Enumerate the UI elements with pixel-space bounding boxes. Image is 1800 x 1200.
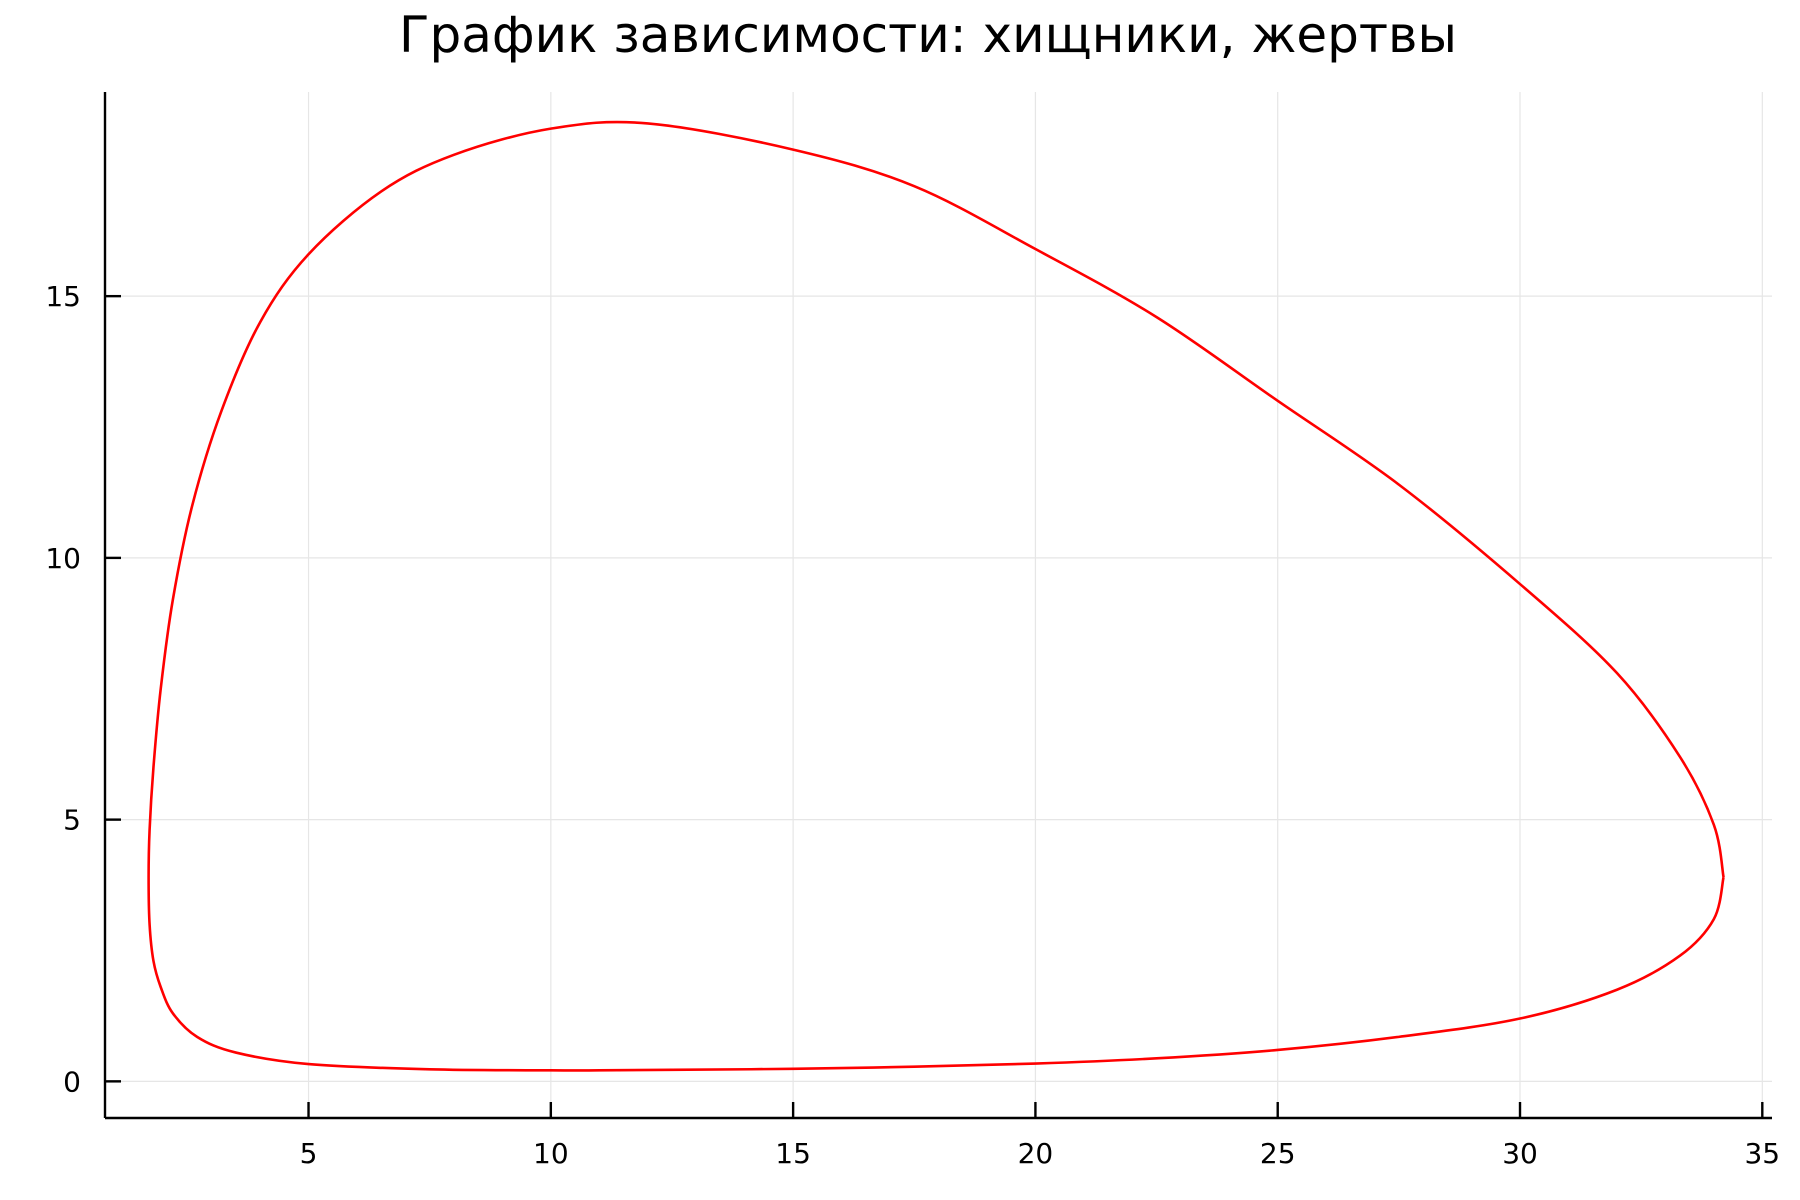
- y-tick-label: 0: [63, 1065, 81, 1098]
- y-tick-label: 10: [45, 542, 81, 575]
- series-layer: [147, 120, 1725, 1072]
- tick-layer: 5 10 15 20 25 30 35 0 5 10 15: [45, 280, 1780, 1170]
- x-tick-label: 20: [1018, 1137, 1054, 1170]
- y-tick-label: 15: [45, 280, 81, 313]
- grid-layer: [105, 92, 1772, 1118]
- x-tick-label: 25: [1260, 1137, 1296, 1170]
- x-tick-label: 35: [1744, 1137, 1780, 1170]
- axes-layer: [103, 92, 1772, 1120]
- x-tick-label: 30: [1502, 1137, 1538, 1170]
- x-tick-label: 5: [300, 1137, 318, 1170]
- series-line: [147, 120, 1725, 1072]
- chart-title: График зависимости: хищники, жертвы: [399, 6, 1457, 64]
- x-tick-label: 10: [533, 1137, 569, 1170]
- y-tick-label: 5: [63, 804, 81, 837]
- x-tick-label: 15: [775, 1137, 811, 1170]
